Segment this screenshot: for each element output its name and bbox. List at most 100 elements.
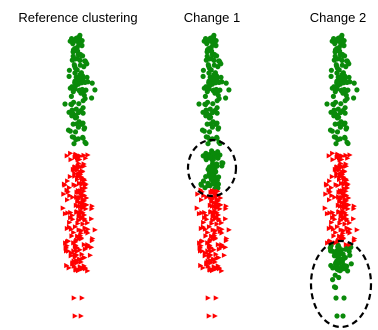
red-point xyxy=(324,182,330,188)
red-point xyxy=(85,220,91,226)
green-point xyxy=(217,59,223,65)
green-point xyxy=(340,313,346,319)
red-point xyxy=(75,176,81,183)
green-point xyxy=(334,80,340,86)
red-point xyxy=(337,164,343,170)
red-point xyxy=(209,199,215,205)
red-point xyxy=(333,229,339,236)
red-point xyxy=(214,197,220,203)
green-point xyxy=(211,51,218,58)
red-point xyxy=(334,164,340,170)
red-point xyxy=(63,240,69,246)
red-point xyxy=(203,212,209,218)
red-point xyxy=(62,182,68,188)
green-point xyxy=(336,274,342,281)
green-point xyxy=(334,70,340,76)
green-point xyxy=(71,99,77,105)
red-point xyxy=(344,217,350,223)
red-point xyxy=(80,168,86,174)
red-point xyxy=(223,206,229,212)
green-point xyxy=(76,119,82,125)
panel-title-reference: Reference clustering xyxy=(18,10,137,25)
green-point xyxy=(80,120,86,126)
green-point xyxy=(344,139,350,145)
green-point xyxy=(213,38,219,44)
red-point xyxy=(66,224,72,230)
red-point xyxy=(205,258,211,264)
red-point xyxy=(82,217,88,223)
red-point xyxy=(205,229,211,236)
green-point xyxy=(226,87,232,93)
red-point xyxy=(67,174,73,180)
green-point xyxy=(77,72,83,78)
red-point xyxy=(66,248,72,254)
red-point xyxy=(61,191,67,197)
red-point xyxy=(62,211,68,217)
red-point xyxy=(60,205,66,211)
green-point xyxy=(205,63,212,69)
panel-title-change-1: Change 1 xyxy=(184,10,240,25)
red-point xyxy=(210,257,216,263)
red-point xyxy=(338,217,344,224)
green-point xyxy=(214,161,220,167)
green-point xyxy=(328,67,334,73)
green-point xyxy=(79,38,85,44)
red-point xyxy=(345,206,351,212)
red-point xyxy=(208,248,214,254)
green-point xyxy=(72,129,79,135)
green-point xyxy=(77,62,83,68)
highlight-circle-change-1 xyxy=(186,138,238,198)
red-point xyxy=(331,212,337,218)
red-point xyxy=(216,225,222,231)
red-point xyxy=(87,252,93,258)
red-point xyxy=(76,227,82,233)
red-point xyxy=(81,161,87,167)
red-point xyxy=(72,313,78,319)
red-point xyxy=(203,233,209,239)
green-point xyxy=(214,105,220,111)
green-point xyxy=(347,252,353,258)
red-point xyxy=(226,227,232,233)
red-point xyxy=(68,209,74,216)
green-point xyxy=(331,107,337,113)
green-point xyxy=(62,101,68,107)
red-point xyxy=(333,240,339,246)
green-point xyxy=(72,80,78,86)
red-point xyxy=(330,150,336,156)
green-point xyxy=(79,87,85,93)
panel-change-1 xyxy=(194,32,232,319)
red-point xyxy=(206,313,212,319)
red-point xyxy=(351,238,357,244)
red-point xyxy=(333,182,339,188)
green-point xyxy=(351,80,357,86)
green-point xyxy=(200,67,206,73)
green-point xyxy=(66,67,72,73)
red-point xyxy=(326,153,332,159)
red-point xyxy=(64,153,70,159)
red-point xyxy=(342,200,348,206)
red-point xyxy=(76,217,82,224)
red-point xyxy=(78,188,84,194)
green-point xyxy=(223,95,229,101)
red-point xyxy=(214,200,220,206)
red-point xyxy=(204,194,210,200)
green-point xyxy=(204,47,211,53)
red-point xyxy=(82,177,88,183)
red-point xyxy=(223,244,229,250)
red-point xyxy=(75,164,81,170)
green-point xyxy=(333,63,340,69)
green-point xyxy=(346,74,352,80)
red-point xyxy=(71,240,77,246)
green-point xyxy=(351,95,357,101)
red-point xyxy=(197,240,203,246)
red-point xyxy=(343,242,349,248)
red-point xyxy=(336,209,342,215)
green-point xyxy=(332,47,339,53)
green-point xyxy=(204,53,210,59)
green-point xyxy=(333,99,339,105)
red-point xyxy=(327,197,333,203)
red-point xyxy=(69,250,75,256)
green-point xyxy=(65,127,72,133)
red-point xyxy=(208,237,214,243)
green-point xyxy=(214,79,220,85)
